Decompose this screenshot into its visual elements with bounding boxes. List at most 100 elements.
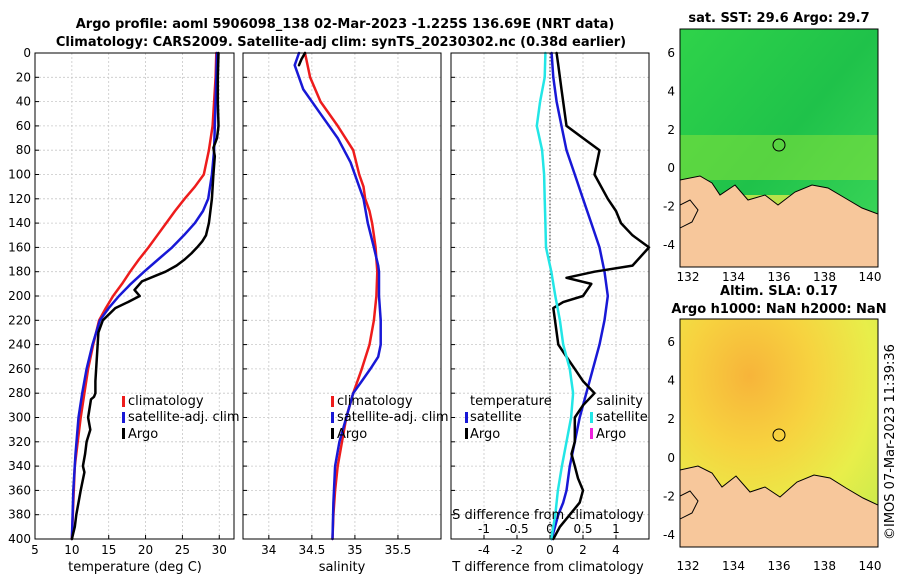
sla-map-title-1: Altim. SLA: 0.17 bbox=[720, 284, 838, 299]
salinity-xlabel: salinity bbox=[319, 560, 366, 575]
map-x-tick-label: 136 bbox=[768, 559, 791, 573]
figure-subtitle: Climatology: CARS2009. Satellite-adj cli… bbox=[56, 35, 626, 50]
x-tick-label: 4 bbox=[612, 543, 620, 557]
x-tick-label: 20 bbox=[138, 543, 153, 557]
map-y-tick-label: -4 bbox=[663, 528, 675, 542]
legend-argo-marker bbox=[122, 428, 125, 439]
diff-legend-salinity-title: salinity bbox=[596, 394, 643, 409]
plot-frame bbox=[34, 52, 235, 540]
map-y-tick-label: 6 bbox=[667, 335, 675, 349]
series-line-argo bbox=[297, 51, 307, 67]
x-tick-label: 34 bbox=[261, 543, 276, 557]
diff-legend-t-satellite-label: satellite bbox=[470, 410, 522, 425]
y-tick-label: 240 bbox=[8, 338, 31, 352]
s-difference-xlabel: S difference from climatology bbox=[452, 508, 644, 523]
y-tick-label: 100 bbox=[8, 168, 31, 182]
plot-frame bbox=[242, 52, 442, 540]
legend-satellite-marker bbox=[122, 412, 125, 423]
sst-map-axes: 132 134 136 138 140 6 4 2 0 -2 -4 bbox=[663, 46, 881, 284]
y-tick-label: 400 bbox=[8, 532, 31, 546]
series-line-s-satellite bbox=[535, 51, 575, 541]
sla-map-axes: 132 134 136 138 140 6 4 2 0 -2 -4 bbox=[663, 335, 881, 573]
diff-legend-t-satellite-marker bbox=[465, 412, 468, 423]
map-x-tick-label: 134 bbox=[722, 559, 745, 573]
x-tick-label: -4 bbox=[478, 543, 490, 557]
y-tick-label: 120 bbox=[8, 192, 31, 206]
map-y-tick-label: -2 bbox=[663, 489, 675, 503]
x-tick-label: 5 bbox=[31, 543, 39, 557]
salinity-legend: climatology satellite-adj. clim Argo bbox=[331, 394, 449, 442]
map-x-tick-label: 132 bbox=[677, 270, 700, 284]
series-line-argo bbox=[70, 51, 220, 541]
sal-legend-satellite-label: satellite-adj. clim bbox=[337, 410, 449, 425]
y-tick-label: 300 bbox=[8, 411, 31, 425]
s-tick-label: 1 bbox=[612, 522, 620, 536]
y-tick-label: 200 bbox=[8, 289, 31, 303]
sla-argo-location bbox=[772, 428, 786, 442]
series-line-t-satellite bbox=[550, 51, 610, 541]
y-tick-label: 80 bbox=[16, 143, 31, 157]
s-tick-label: 0 bbox=[546, 522, 554, 536]
sst-map bbox=[680, 29, 878, 267]
imos-watermark: ©IMOS 07-Mar-2023 11:39:36 bbox=[883, 344, 898, 540]
sst-land-west bbox=[680, 199, 699, 229]
diff-legend-s-satellite-marker bbox=[590, 412, 593, 423]
series-line-satellite-adj-clim bbox=[293, 51, 382, 541]
diff-legend-temperature-title: temperature bbox=[470, 394, 552, 409]
s-tick-label: -1 bbox=[478, 522, 490, 536]
x-tick-label: -2 bbox=[511, 543, 523, 557]
diff-legend-s-argo-marker bbox=[590, 428, 593, 439]
x-tick-label: 25 bbox=[175, 543, 190, 557]
map-x-tick-label: 140 bbox=[859, 559, 882, 573]
map-y-tick-label: 4 bbox=[667, 374, 675, 388]
temperature-xlabel: temperature (deg C) bbox=[68, 560, 202, 575]
s-tick-label: 0.5 bbox=[573, 522, 592, 536]
y-tick-label: 40 bbox=[16, 95, 31, 109]
map-y-tick-label: 0 bbox=[667, 161, 675, 175]
series-line-climatology bbox=[70, 51, 218, 541]
map-y-tick-label: 2 bbox=[667, 123, 675, 137]
temperature-legend: climatology satellite-adj. clim Argo bbox=[122, 394, 240, 442]
sla-map-frame bbox=[679, 318, 879, 548]
y-tick-label: 180 bbox=[8, 265, 31, 279]
sst-map-title: sat. SST: 29.6 Argo: 29.7 bbox=[688, 11, 869, 26]
legend-satellite-label: satellite-adj. clim bbox=[128, 410, 240, 425]
y-tick-label: 140 bbox=[8, 216, 31, 230]
difference-plot: -4 -2 0 2 4 -1 -0.5 0 0.5 1 bbox=[450, 51, 651, 557]
plot-frame bbox=[450, 52, 650, 540]
map-y-tick-label: 6 bbox=[667, 46, 675, 60]
diff-legend-t-argo-label: Argo bbox=[470, 427, 500, 442]
x-tick-label: 10 bbox=[64, 543, 79, 557]
sla-map-title-2: Argo h1000: NaN h2000: NaN bbox=[671, 302, 886, 317]
x-tick-label: 2 bbox=[579, 543, 587, 557]
sst-map-frame bbox=[679, 28, 879, 268]
map-x-tick-label: 138 bbox=[813, 559, 836, 573]
sst-field-patch bbox=[680, 135, 878, 180]
sal-legend-satellite-marker bbox=[331, 412, 334, 423]
map-x-tick-label: 140 bbox=[859, 270, 882, 284]
map-y-tick-label: 4 bbox=[667, 84, 675, 98]
x-tick-label: 0 bbox=[546, 543, 554, 557]
map-y-tick-label: 2 bbox=[667, 412, 675, 426]
y-tick-label: 280 bbox=[8, 386, 31, 400]
s-tick-label: -0.5 bbox=[505, 522, 528, 536]
diff-legend-s-satellite-label: satellite bbox=[596, 410, 648, 425]
y-tick-label: 220 bbox=[8, 313, 31, 327]
map-x-tick-label: 136 bbox=[768, 270, 791, 284]
y-tick-label: 260 bbox=[8, 362, 31, 376]
map-y-tick-label: 0 bbox=[667, 451, 675, 465]
temperature-plot: 5 10 15 20 25 3002040608010012014016018020022… bbox=[8, 46, 235, 557]
y-tick-label: 320 bbox=[8, 435, 31, 449]
map-x-tick-label: 134 bbox=[722, 270, 745, 284]
x-tick-label: 34.5 bbox=[299, 543, 326, 557]
y-tick-label: 160 bbox=[8, 240, 31, 254]
sla-land bbox=[680, 465, 878, 547]
diff-legend-t-argo-marker bbox=[465, 428, 468, 439]
legend-climatology-marker bbox=[122, 396, 125, 407]
x-tick-label: 35.5 bbox=[385, 543, 412, 557]
sst-argo-location bbox=[772, 138, 786, 152]
t-difference-xlabel: T difference from climatology bbox=[451, 560, 644, 575]
y-tick-label: 0 bbox=[23, 46, 31, 60]
sla-land-west bbox=[680, 490, 699, 520]
sst-land bbox=[680, 175, 878, 267]
